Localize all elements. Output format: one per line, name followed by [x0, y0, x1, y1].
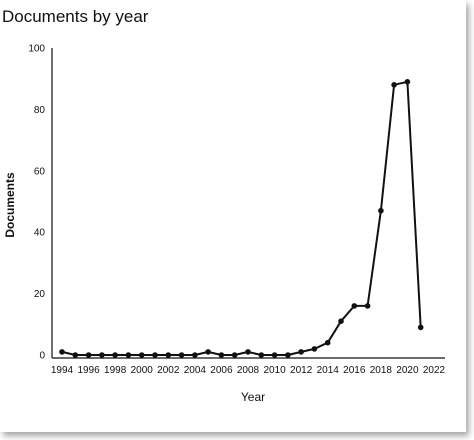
data-point: [258, 352, 265, 358]
x-tick-label: 1998: [104, 365, 127, 376]
x-tick-label: 1996: [77, 365, 100, 376]
data-point: [364, 303, 371, 309]
data-point: [285, 352, 291, 358]
data-point: [404, 79, 411, 85]
data-point: [231, 352, 238, 358]
data-point: [218, 352, 225, 358]
data-point: [245, 349, 251, 355]
data-point: [112, 352, 118, 358]
data-point: [59, 349, 65, 355]
x-tick-label: 2016: [343, 365, 366, 376]
y-tick-labels: 0 20 40 60 80 100: [28, 44, 45, 362]
data-point: [378, 207, 384, 214]
x-tick-label: 2022: [423, 365, 446, 376]
data-point: [324, 339, 331, 346]
data-point: [271, 352, 278, 358]
data-point: [417, 324, 424, 331]
data-point: [125, 352, 132, 358]
x-tick-label: 2008: [237, 365, 260, 376]
x-tick-label: 2000: [131, 365, 154, 376]
series-line: [61, 80, 422, 356]
x-tick-label: 2006: [210, 365, 233, 376]
data-point: [338, 318, 344, 325]
y-axis-label: Documents: [3, 172, 17, 238]
x-tick-label: 2004: [184, 365, 207, 376]
data-point: [85, 352, 92, 358]
x-tick-label: 2002: [157, 365, 180, 376]
data-point: [152, 352, 158, 358]
data-point: [205, 349, 211, 355]
data-point: [351, 303, 358, 309]
x-tick-label: 2020: [396, 365, 419, 376]
x-tick-label: 2018: [370, 365, 393, 376]
y-tick-label: 100: [28, 44, 45, 55]
x-tick-label: 2010: [263, 365, 286, 376]
data-point: [72, 352, 79, 358]
x-tick-label: 2014: [317, 365, 340, 376]
data-point: [165, 352, 172, 358]
y-tick-label: 60: [34, 166, 46, 177]
data-point: [391, 82, 397, 88]
data-point: [192, 352, 198, 358]
series-group: [59, 79, 424, 358]
chart-title: Documents by year: [2, 7, 149, 26]
data-point: [138, 352, 145, 358]
data-point: [178, 352, 185, 358]
y-tick-label: 80: [34, 105, 46, 116]
y-tick-label: 0: [39, 351, 45, 362]
data-point: [99, 352, 105, 358]
data-point: [311, 346, 318, 352]
x-tick-label: 2012: [290, 365, 313, 376]
chart-frame: Documents by year 0 20 40 60 80 100 1994 1996 1…: [2, 7, 446, 404]
y-tick-label: 40: [34, 228, 46, 239]
x-tick-labels: 1994 1996 1998 2000 2002 2004 2006 2008 2010 2012…: [51, 365, 446, 376]
x-tick-label: 1994: [51, 365, 74, 376]
data-point: [298, 349, 304, 355]
y-tick-label: 20: [34, 289, 46, 300]
x-axis-label: Year: [241, 390, 265, 404]
